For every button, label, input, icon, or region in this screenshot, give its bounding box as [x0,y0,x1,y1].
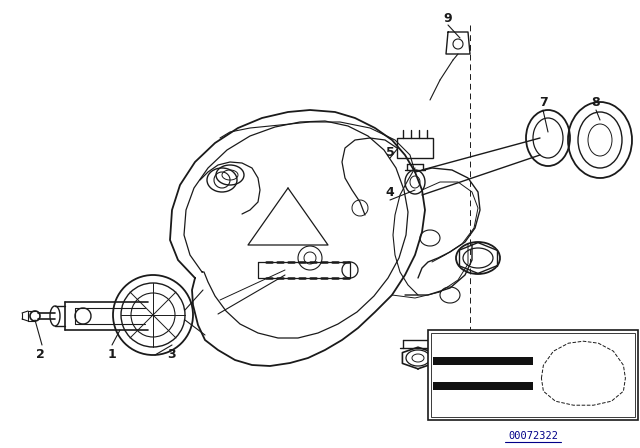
Text: 6: 6 [496,362,504,375]
Text: 00072322: 00072322 [508,431,558,441]
Text: 4: 4 [386,185,394,198]
Bar [433,358,532,366]
Bar [431,333,635,417]
Text: 9: 9 [444,12,452,25]
Bar [397,138,433,158]
Text: 8: 8 [592,95,600,108]
Bar [433,382,532,390]
Text: 5: 5 [386,146,394,159]
Text: 1: 1 [108,349,116,362]
Bar [428,330,638,420]
Text: 3: 3 [168,349,176,362]
Text: 2: 2 [36,349,44,362]
Text: 7: 7 [539,95,547,108]
